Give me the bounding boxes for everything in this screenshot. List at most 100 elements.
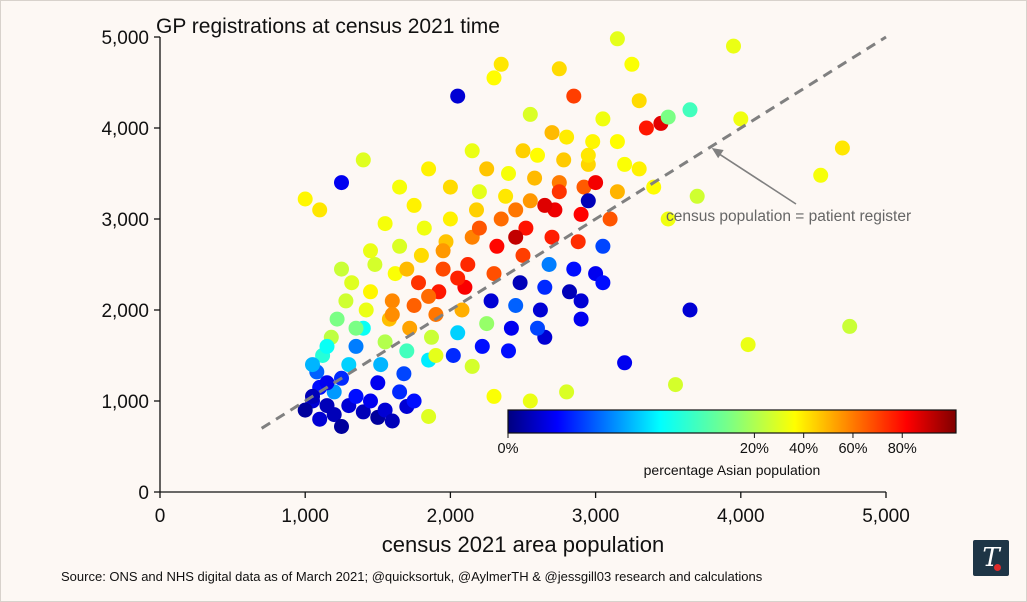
scatter-point <box>402 320 418 336</box>
publisher-logo-icon: T <box>973 540 1009 576</box>
scatter-point <box>508 298 524 313</box>
reference-line <box>260 35 887 430</box>
scatter-point <box>297 191 313 207</box>
colorbar-tick-label: 80% <box>888 441 917 457</box>
scatter-point <box>515 247 531 263</box>
scatter-point <box>813 167 829 183</box>
scatter-point <box>595 111 611 127</box>
scatter-point <box>445 348 461 363</box>
scatter-point <box>334 419 349 434</box>
scatter-point <box>348 338 364 354</box>
scatter-point <box>392 179 408 195</box>
scatter-point <box>428 348 444 363</box>
scatter-point <box>493 56 509 72</box>
scatter-point <box>370 375 386 391</box>
scatter-point <box>726 38 741 54</box>
scatter-point <box>377 402 393 418</box>
scatter-point <box>406 197 422 213</box>
x-tick-label: 1,000 <box>281 506 329 527</box>
scatter-point <box>363 243 378 259</box>
scatter-point <box>348 320 364 336</box>
scatter-point <box>559 129 575 145</box>
scatter-point <box>486 388 502 404</box>
scatter-point <box>556 152 572 168</box>
scatter-point <box>498 188 514 204</box>
scatter-point <box>421 161 437 177</box>
scatter-point <box>384 307 400 322</box>
scatter-point <box>566 88 582 104</box>
scatter-point <box>551 61 567 77</box>
scatter-point <box>689 188 705 204</box>
scatter-point <box>544 125 560 141</box>
scatter-point <box>624 56 640 72</box>
scatter-point <box>435 243 451 259</box>
scatter-point <box>421 288 437 304</box>
scatter-point <box>450 88 466 104</box>
scatter-point <box>522 106 538 122</box>
colorbar-tick-label: 60% <box>838 441 867 457</box>
scatter-point <box>406 298 422 313</box>
scatter-point <box>377 334 393 350</box>
scatter-point <box>530 147 545 163</box>
scatter-point <box>479 316 495 332</box>
scatter-point <box>580 147 596 163</box>
scatter-point <box>609 184 625 200</box>
scatter-point <box>602 211 618 227</box>
scatter-point <box>570 234 586 250</box>
scatter-point <box>435 261 451 277</box>
x-tick-label: 3,000 <box>572 506 620 527</box>
scatter-point <box>566 261 582 277</box>
annotation-text: census population = patient register <box>666 208 911 225</box>
scatter-point <box>464 358 480 374</box>
scatter-point <box>493 211 509 227</box>
scatter-point <box>312 411 328 427</box>
scatter-point <box>503 320 519 336</box>
scatter-point <box>442 211 458 227</box>
scatter-point <box>297 402 313 418</box>
scatter-point <box>338 293 354 309</box>
scatter-point <box>384 413 400 429</box>
scatter-point <box>595 238 611 254</box>
scatter-point <box>609 31 625 47</box>
scatter-point <box>355 152 371 168</box>
scatter-point <box>416 220 432 236</box>
scatter-point <box>486 266 502 282</box>
chart-title: GP registrations at census 2021 time <box>156 15 500 38</box>
scatter-point <box>682 102 698 118</box>
y-tick-label: 1,000 <box>101 392 149 413</box>
scatter-point <box>512 275 528 291</box>
scatter-point <box>348 388 364 404</box>
axes: 0 1,000 2,000 3,000 4,000 5,000 0 1,000 2,000 3,0… <box>101 28 909 527</box>
scatter-point <box>559 384 575 400</box>
scatter-point <box>471 220 487 236</box>
colorbar-gradient <box>507 409 957 434</box>
scatter-point <box>551 184 567 200</box>
scatter-point <box>573 311 589 327</box>
scatter-point <box>733 111 749 127</box>
scatter-point <box>530 320 545 336</box>
scatter-point <box>501 166 516 181</box>
scatter-point <box>334 261 349 277</box>
scatter-point <box>384 293 400 309</box>
scatter-point <box>329 311 345 327</box>
scatter-point <box>638 120 654 136</box>
scatter-point <box>544 229 560 245</box>
y-tick-label: 3,000 <box>101 210 149 231</box>
colorbar-tick-label: 0% <box>498 441 519 457</box>
scatter-point <box>617 156 633 172</box>
scatter-point <box>421 409 437 424</box>
scatter-point <box>387 266 403 282</box>
scatter-point <box>479 161 495 177</box>
scatter-points <box>297 31 858 434</box>
scatter-point <box>319 338 335 354</box>
scatter-point <box>399 343 415 359</box>
scatter-point <box>413 247 429 263</box>
scatter-point <box>522 393 538 409</box>
scatter-point <box>501 343 516 359</box>
scatter-point <box>595 275 611 291</box>
scatter-point <box>489 238 505 254</box>
y-tick-label: 5,000 <box>101 28 149 49</box>
scatter-point <box>469 202 484 218</box>
annotation-arrow <box>717 152 797 205</box>
